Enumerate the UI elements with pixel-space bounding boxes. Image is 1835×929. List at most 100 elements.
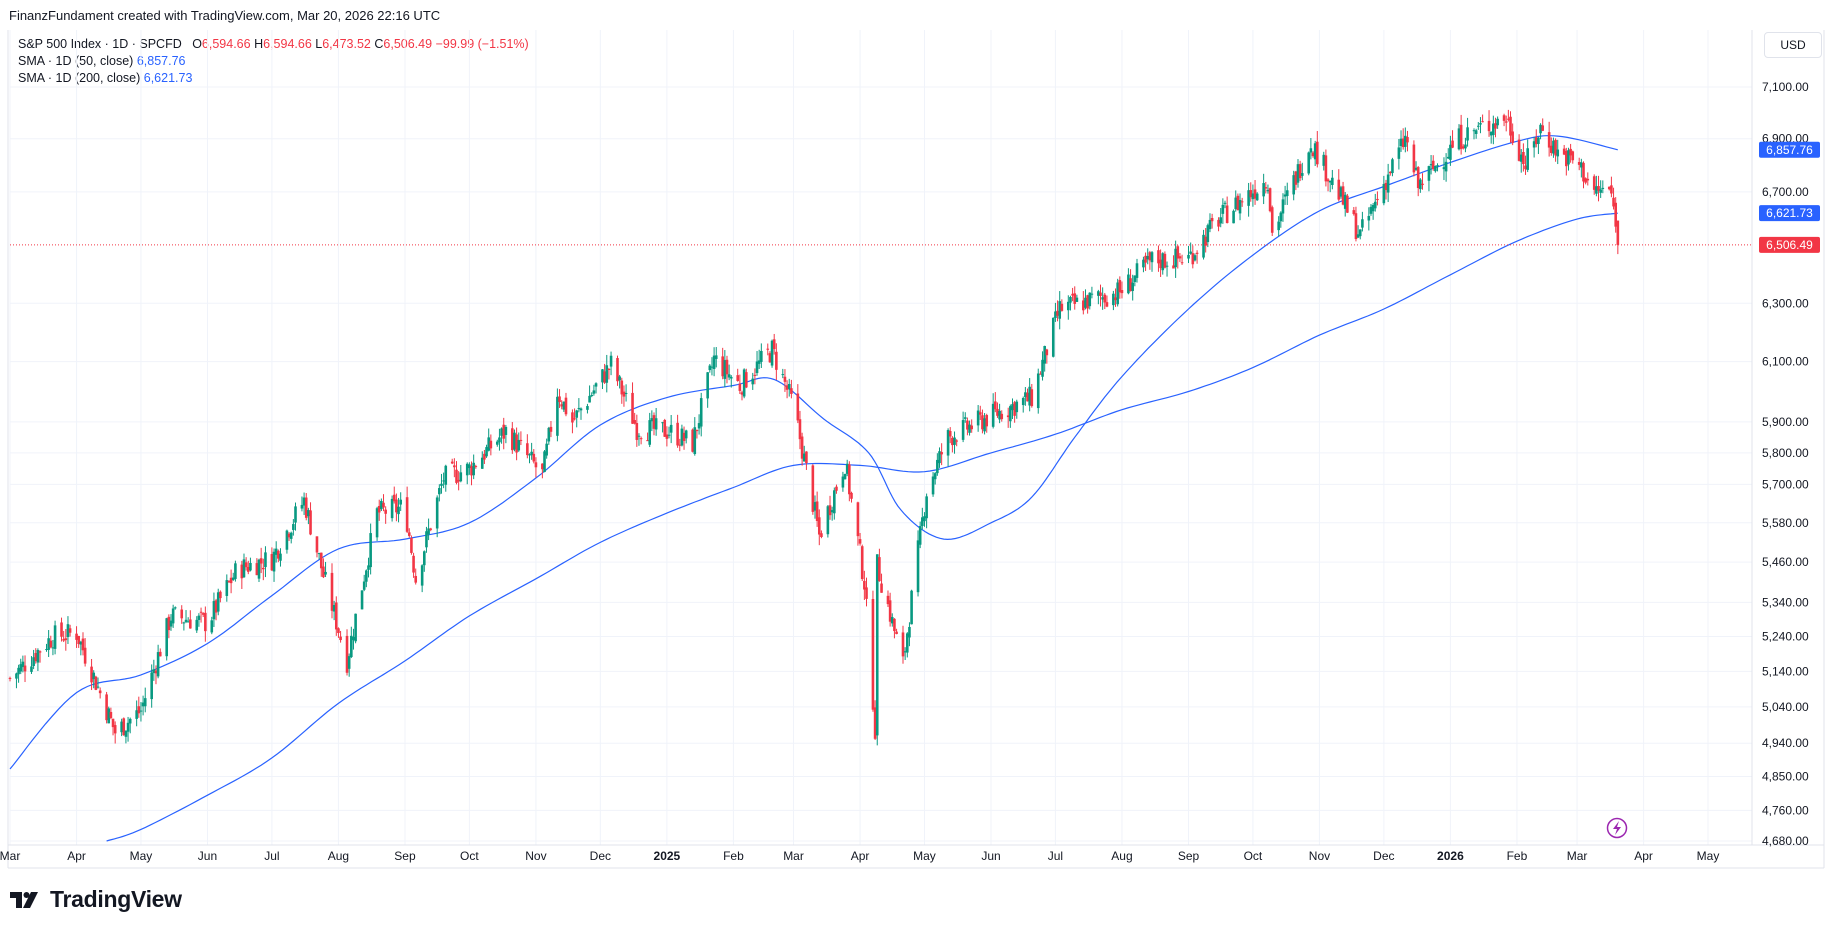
candle-body [1204, 236, 1207, 246]
candle-body [757, 360, 761, 364]
candle-body [639, 438, 643, 440]
candle-body [1281, 199, 1285, 214]
candle-body [526, 443, 529, 456]
lightning-icon[interactable] [1606, 817, 1628, 839]
legend-sma200-row[interactable]: SMA · 1D (200, close) 6,621.73 [18, 70, 529, 87]
candle-body [940, 452, 943, 455]
candle-body [300, 504, 304, 509]
legend-sma200-value: 6,621.73 [143, 71, 193, 85]
candle-body [60, 622, 63, 637]
candle-body [646, 440, 649, 442]
candle-body [1266, 189, 1270, 192]
candle-body [262, 567, 265, 570]
x-tick-label: Jul [264, 849, 279, 863]
candle-body [820, 533, 823, 538]
candle-body [1028, 386, 1031, 406]
candle-body [1616, 220, 1620, 245]
candle-body [1219, 217, 1223, 224]
candle-body [459, 472, 463, 482]
candle-body [1009, 406, 1012, 422]
currency-button[interactable]: USD [1764, 32, 1822, 58]
candle-body [435, 497, 439, 529]
x-tick-label: Sep [1178, 849, 1200, 863]
candle-body [708, 365, 712, 371]
time-axis: Mar Apr May Jun Jul Aug Sep Oct Nov Dec 2025 Feb Mar… [0, 849, 1719, 863]
candle-body [270, 554, 274, 571]
candle-body [1571, 151, 1575, 161]
candle-body [1507, 118, 1510, 120]
candle-body [1176, 246, 1180, 259]
candle-body [1541, 125, 1545, 131]
candle-body [257, 559, 261, 579]
candle-body [377, 505, 381, 513]
candle-body [588, 395, 591, 403]
candle-body [880, 583, 883, 593]
candle-body [541, 463, 544, 470]
candle-body [1294, 171, 1298, 185]
candle-body [1255, 193, 1259, 201]
candle-body [1373, 201, 1377, 209]
candle-body [901, 632, 905, 657]
x-tick-label: Apr [1634, 849, 1653, 863]
candle-body [1090, 293, 1094, 295]
candle-body [1549, 145, 1553, 153]
candle-body [1386, 174, 1390, 193]
candle-body [1401, 138, 1405, 148]
candle-body [1477, 125, 1480, 127]
candle-body [1202, 234, 1205, 258]
candle-body [1172, 265, 1175, 269]
candle-body [498, 437, 501, 443]
candle-body [429, 528, 433, 530]
candle-body [1285, 190, 1289, 197]
x-tick-label: Jul [1048, 849, 1063, 863]
candle-body [375, 508, 379, 538]
candle-body [1599, 189, 1602, 193]
y-tick-label: 6,700.00 [1762, 185, 1809, 199]
candle-body [1567, 150, 1570, 165]
candle-body [1466, 127, 1469, 141]
x-tick-label: Jun [981, 849, 1000, 863]
candle-body [1464, 144, 1467, 149]
candle-body [444, 465, 448, 485]
candle-body [590, 395, 594, 397]
candle-body [1614, 202, 1617, 227]
candle-body [79, 641, 83, 645]
candle-body [682, 432, 686, 441]
x-tick-label: Oct [1244, 849, 1263, 863]
tradingview-logo-icon [10, 891, 38, 908]
candle-body [1399, 138, 1403, 147]
candle-body [923, 516, 926, 522]
candle-body [1388, 171, 1392, 174]
candle-body [165, 618, 169, 657]
candle-body [124, 730, 128, 737]
candle-body [345, 635, 349, 673]
candle-body [663, 420, 667, 437]
candle-body [650, 418, 654, 422]
candle-body [1193, 255, 1197, 261]
x-tick-label: May [1697, 849, 1720, 863]
x-tick-label: Aug [328, 849, 349, 863]
grid-lines [9, 30, 1752, 845]
candle-body [727, 374, 731, 378]
y-tick-label: 5,800.00 [1762, 446, 1809, 460]
candle-body [367, 565, 370, 570]
tradingview-logo[interactable]: TradingView [10, 886, 182, 913]
legend-close-value: 6,506.49 [383, 37, 433, 51]
candle-body [350, 635, 353, 658]
candle-body [365, 570, 368, 582]
candle-body [515, 434, 518, 453]
candle-body [1114, 297, 1117, 301]
candle-body [983, 418, 986, 432]
candle-body [712, 355, 716, 369]
x-tick-label: Feb [723, 849, 744, 863]
y-tick-label: 6,300.00 [1762, 296, 1809, 310]
candle-body [1369, 206, 1373, 214]
legend-close-label: C [374, 37, 384, 51]
x-tick-label: 2025 [654, 849, 681, 863]
legend-sma50-row[interactable]: SMA · 1D (50, close) 6,857.76 [18, 53, 529, 70]
candle-body [83, 647, 87, 664]
candle-body [1324, 155, 1328, 182]
candle-body [579, 408, 583, 411]
candle-body [485, 447, 488, 457]
